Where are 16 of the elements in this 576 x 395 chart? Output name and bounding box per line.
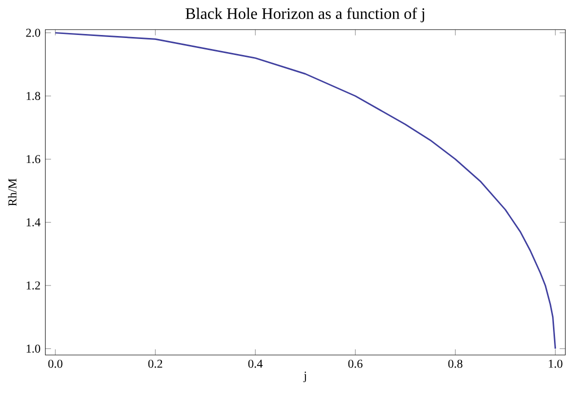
x-tick-label: 0.2 xyxy=(148,360,162,368)
y-axis-title: Rh/M xyxy=(8,178,16,206)
line-series xyxy=(54,32,556,350)
y-tick-label: 1.6 xyxy=(26,155,40,164)
x-tick-label: 0.6 xyxy=(348,360,362,368)
x-tick-label: 0.4 xyxy=(248,360,263,368)
x-axis-title: j xyxy=(303,372,306,382)
x-tick-label: 1.0 xyxy=(548,360,562,368)
x-tick-label: 0.8 xyxy=(448,360,462,368)
y-tick-label: 2.0 xyxy=(26,28,40,37)
chart-title: Black Hole Horizon as a function of j xyxy=(186,8,424,22)
y-tick-label: 1.2 xyxy=(26,281,40,290)
y-tick-label: 1.4 xyxy=(26,218,40,226)
x-tick-label: 0.0 xyxy=(48,360,62,368)
y-tick-label: 1.0 xyxy=(26,344,40,353)
y-tick-label: 1.8 xyxy=(26,92,40,100)
